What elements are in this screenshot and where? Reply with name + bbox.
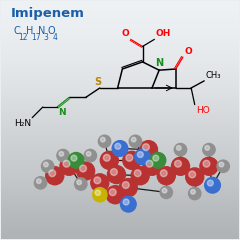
Circle shape bbox=[171, 157, 190, 175]
Circle shape bbox=[112, 141, 128, 156]
Circle shape bbox=[103, 154, 110, 161]
Circle shape bbox=[139, 141, 157, 159]
Circle shape bbox=[49, 170, 56, 177]
Text: N: N bbox=[38, 26, 45, 36]
Text: HO: HO bbox=[196, 106, 210, 115]
Circle shape bbox=[160, 170, 167, 177]
Circle shape bbox=[150, 152, 166, 168]
Circle shape bbox=[57, 150, 69, 162]
Circle shape bbox=[120, 196, 136, 212]
Circle shape bbox=[75, 178, 87, 190]
Text: H: H bbox=[26, 26, 33, 36]
Text: 12: 12 bbox=[18, 33, 28, 42]
Circle shape bbox=[44, 162, 48, 167]
Text: 3: 3 bbox=[43, 33, 48, 42]
Circle shape bbox=[68, 152, 84, 168]
Circle shape bbox=[162, 188, 167, 193]
Circle shape bbox=[119, 179, 137, 197]
Circle shape bbox=[101, 137, 105, 142]
Circle shape bbox=[200, 157, 218, 175]
Circle shape bbox=[123, 151, 141, 169]
Text: N: N bbox=[58, 108, 66, 117]
Circle shape bbox=[160, 186, 172, 198]
Circle shape bbox=[205, 177, 220, 193]
Circle shape bbox=[77, 162, 95, 180]
Circle shape bbox=[94, 177, 101, 184]
Text: N: N bbox=[155, 58, 163, 68]
Text: O: O bbox=[184, 48, 192, 56]
Circle shape bbox=[217, 160, 229, 172]
Text: Imipenem: Imipenem bbox=[11, 7, 85, 20]
Circle shape bbox=[46, 167, 64, 185]
Circle shape bbox=[93, 188, 107, 202]
Circle shape bbox=[131, 167, 149, 185]
Circle shape bbox=[98, 135, 111, 148]
Text: CH₃: CH₃ bbox=[205, 71, 221, 80]
Text: S: S bbox=[94, 77, 102, 87]
Circle shape bbox=[63, 160, 70, 167]
Circle shape bbox=[189, 187, 201, 200]
Circle shape bbox=[123, 199, 129, 205]
Circle shape bbox=[131, 137, 136, 142]
Circle shape bbox=[143, 144, 149, 150]
Circle shape bbox=[106, 186, 124, 204]
Circle shape bbox=[86, 151, 91, 156]
Circle shape bbox=[60, 157, 78, 175]
Circle shape bbox=[122, 182, 129, 188]
Text: C: C bbox=[13, 26, 20, 36]
Circle shape bbox=[109, 189, 116, 196]
Text: O: O bbox=[48, 26, 55, 36]
Circle shape bbox=[191, 189, 195, 194]
Circle shape bbox=[137, 152, 143, 157]
Circle shape bbox=[110, 169, 117, 175]
Text: 4: 4 bbox=[53, 33, 58, 42]
Circle shape bbox=[153, 155, 159, 161]
Text: H₂N: H₂N bbox=[14, 119, 31, 128]
Circle shape bbox=[157, 167, 175, 185]
Circle shape bbox=[174, 144, 187, 156]
Circle shape bbox=[205, 146, 210, 150]
Circle shape bbox=[143, 157, 161, 175]
Circle shape bbox=[219, 162, 224, 167]
Circle shape bbox=[134, 170, 141, 177]
Circle shape bbox=[146, 160, 153, 167]
Circle shape bbox=[203, 144, 215, 156]
Circle shape bbox=[207, 180, 213, 186]
Circle shape bbox=[42, 160, 54, 172]
Circle shape bbox=[115, 143, 121, 149]
Circle shape bbox=[129, 135, 142, 148]
Circle shape bbox=[80, 165, 86, 172]
Circle shape bbox=[71, 155, 77, 161]
Circle shape bbox=[108, 166, 126, 184]
Circle shape bbox=[95, 190, 101, 195]
Circle shape bbox=[59, 151, 64, 156]
Text: O: O bbox=[122, 29, 130, 38]
Circle shape bbox=[100, 151, 118, 169]
Circle shape bbox=[77, 180, 81, 185]
Circle shape bbox=[91, 174, 109, 192]
Circle shape bbox=[186, 168, 204, 186]
Text: 17: 17 bbox=[31, 33, 40, 42]
Circle shape bbox=[36, 179, 41, 184]
Circle shape bbox=[135, 149, 150, 165]
Circle shape bbox=[34, 177, 47, 189]
Circle shape bbox=[203, 160, 210, 167]
Circle shape bbox=[174, 160, 181, 167]
Circle shape bbox=[84, 150, 96, 162]
Circle shape bbox=[176, 146, 181, 150]
Text: OH: OH bbox=[156, 29, 171, 38]
Circle shape bbox=[126, 154, 133, 161]
Circle shape bbox=[189, 171, 196, 178]
